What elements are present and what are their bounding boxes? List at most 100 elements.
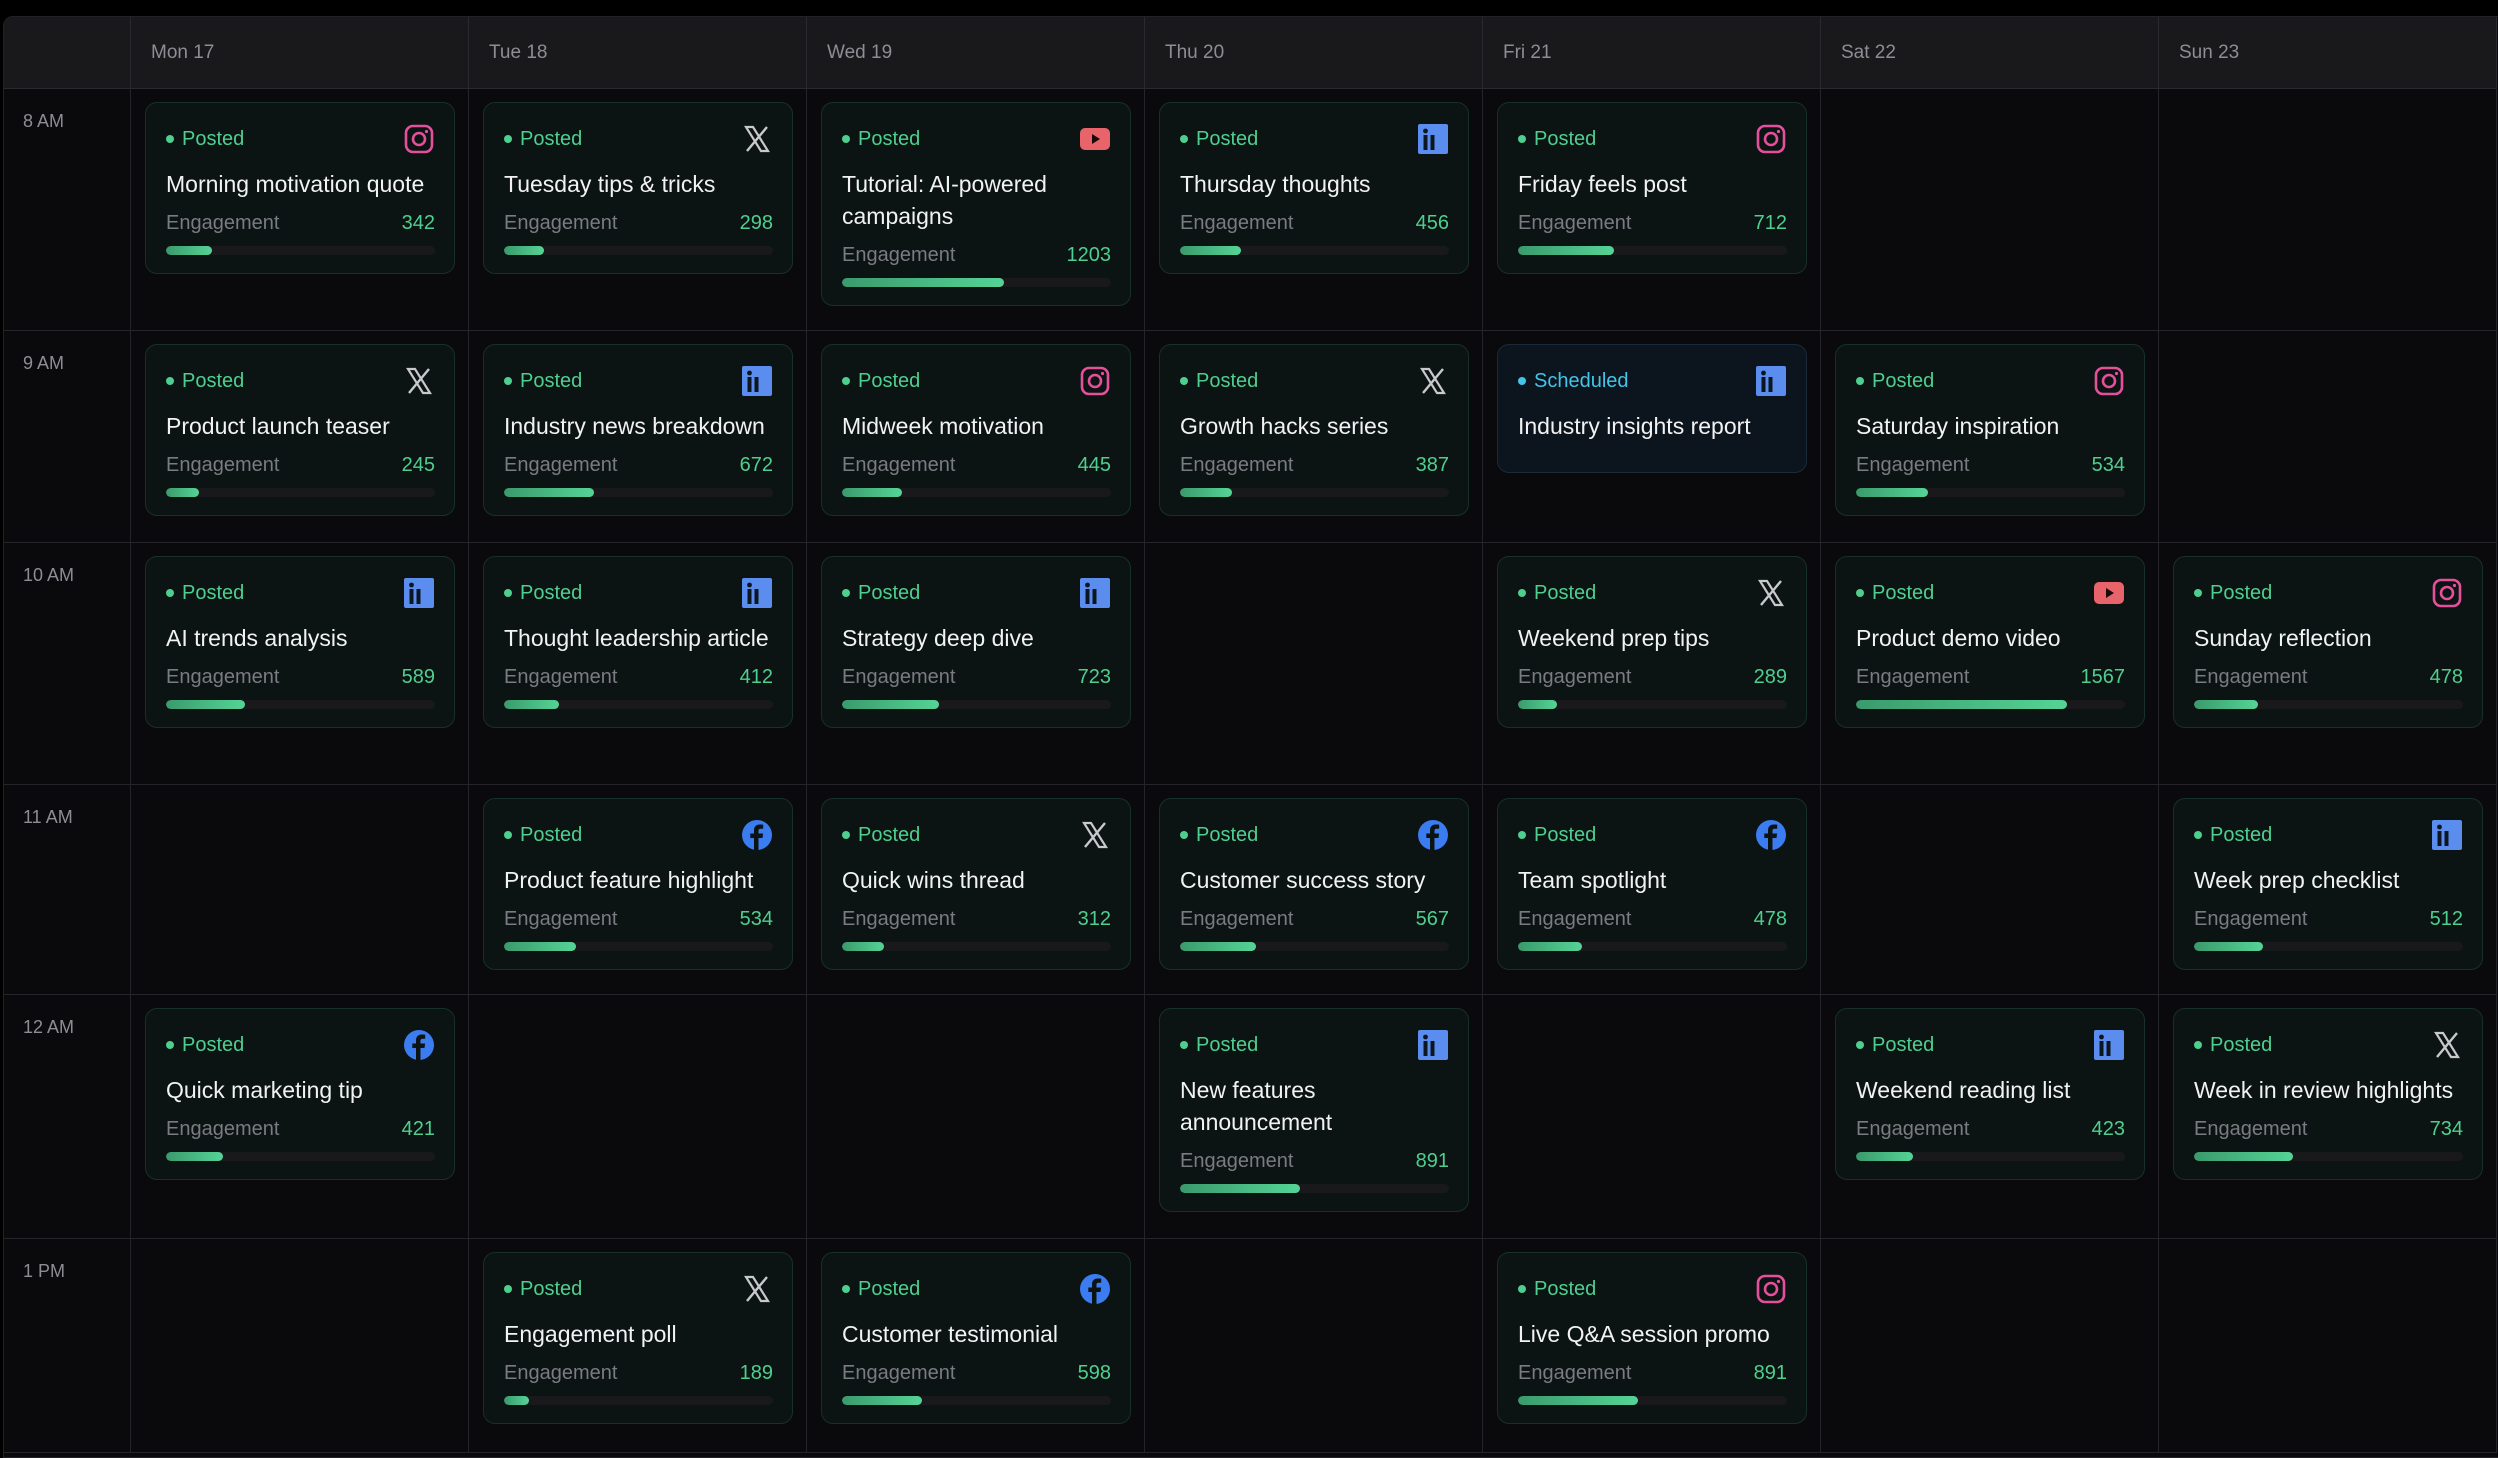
- engagement-bar-fill: [1180, 488, 1233, 497]
- calendar-slot[interactable]: [2159, 89, 2497, 331]
- post-card[interactable]: Posted Product demo video Engagement 1567: [1835, 556, 2145, 728]
- calendar-slot[interactable]: [469, 995, 807, 1239]
- post-card[interactable]: Posted Growth hacks series Engagement 387: [1159, 344, 1469, 516]
- post-card[interactable]: Posted Sunday reflection Engagement 478: [2173, 556, 2483, 728]
- engagement-label: Engagement: [1856, 1118, 1970, 1140]
- post-card-header: Posted: [1180, 819, 1449, 851]
- calendar-slot[interactable]: [1821, 89, 2159, 331]
- post-card[interactable]: Scheduled Industry insights report: [1497, 344, 1807, 473]
- post-card[interactable]: Posted Saturday inspiration Engagement 534: [1835, 344, 2145, 516]
- calendar-slot[interactable]: Posted Tutorial: AI-powered campaigns Enga…: [807, 89, 1145, 331]
- calendar-slot[interactable]: Posted New features announcement Engagemen…: [1145, 995, 1483, 1239]
- post-card[interactable]: Posted Midweek motivation Engagement 445: [821, 344, 1131, 516]
- calendar-slot[interactable]: Posted Week prep checklist Engagement 512: [2159, 785, 2497, 995]
- calendar-slot[interactable]: Posted Live Q&A session promo Engagement 89…: [1483, 1239, 1821, 1453]
- calendar-slot[interactable]: Posted Customer testimonial Engagement 598: [807, 1239, 1145, 1453]
- calendar-slot[interactable]: Posted Weekend reading list Engagement 423: [1821, 995, 2159, 1239]
- engagement-bar: [842, 1396, 1111, 1405]
- engagement-label: Engagement: [166, 1118, 280, 1140]
- calendar-slot[interactable]: Posted Team spotlight Engagement 478: [1483, 785, 1821, 995]
- post-card[interactable]: Posted Morning motivation quote Engagement…: [145, 102, 455, 274]
- calendar-slot[interactable]: Posted Morning motivation quote Engagement…: [131, 89, 469, 331]
- calendar-slot[interactable]: Posted Friday feels post Engagement 712: [1483, 89, 1821, 331]
- calendar-slot[interactable]: Posted Industry news breakdown Engagement 6…: [469, 331, 807, 543]
- calendar-slot[interactable]: Posted Engagement poll Engagement 189: [469, 1239, 807, 1453]
- calendar-slot[interactable]: Posted Growth hacks series Engagement 387: [1145, 331, 1483, 543]
- post-card[interactable]: Posted Thought leadership article Engageme…: [483, 556, 793, 728]
- post-card-header: Posted: [1518, 1273, 1787, 1305]
- post-card[interactable]: Posted Engagement poll Engagement 189: [483, 1252, 793, 1424]
- post-card[interactable]: Posted Tuesday tips & tricks Engagement 298: [483, 102, 793, 274]
- calendar-slot[interactable]: Posted Saturday inspiration Engagement 534: [1821, 331, 2159, 543]
- calendar-slot[interactable]: Posted AI trends analysis Engagement 589: [131, 543, 469, 785]
- status-badge: Posted: [504, 370, 582, 393]
- post-card[interactable]: Posted Friday feels post Engagement 712: [1497, 102, 1807, 274]
- post-card[interactable]: Posted Strategy deep dive Engagement 723: [821, 556, 1131, 728]
- calendar-slot[interactable]: Posted Thursday thoughts Engagement 456: [1145, 89, 1483, 331]
- x-icon: [741, 1273, 773, 1305]
- status-label: Posted: [858, 369, 921, 392]
- status-dot: [166, 589, 174, 597]
- engagement-label: Engagement: [842, 908, 956, 930]
- post-title: Midweek motivation: [842, 413, 1044, 439]
- post-card[interactable]: Posted Week prep checklist Engagement 512: [2173, 798, 2483, 970]
- calendar-slot[interactable]: Posted Midweek motivation Engagement 445: [807, 331, 1145, 543]
- engagement-bar: [1518, 1396, 1787, 1405]
- post-card[interactable]: Posted Live Q&A session promo Engagement 89…: [1497, 1252, 1807, 1424]
- status-dot: [504, 1285, 512, 1293]
- calendar-slot[interactable]: Posted Week in review highlights Engagemen…: [2159, 995, 2497, 1239]
- calendar-slot[interactable]: [1821, 1239, 2159, 1453]
- post-card[interactable]: Posted Week in review highlights Engagemen…: [2173, 1008, 2483, 1180]
- calendar-slot[interactable]: Posted Sunday reflection Engagement 478: [2159, 543, 2497, 785]
- calendar-slot[interactable]: Posted Product feature highlight Engagemen…: [469, 785, 807, 995]
- calendar-slot[interactable]: Scheduled Industry insights report: [1483, 331, 1821, 543]
- engagement-value: 734: [2429, 1118, 2463, 1140]
- calendar-slot[interactable]: Posted Quick wins thread Engagement 312: [807, 785, 1145, 995]
- engagement-bar: [504, 488, 773, 497]
- engagement-bar-fill: [1518, 942, 1583, 951]
- post-card[interactable]: Posted Customer success story Engagement 56…: [1159, 798, 1469, 970]
- engagement-row: Engagement 567: [1180, 906, 1449, 932]
- x-icon: [1079, 819, 1111, 851]
- facebook-icon: [741, 819, 773, 851]
- calendar-slot[interactable]: [1145, 543, 1483, 785]
- calendar-slot[interactable]: Posted Strategy deep dive Engagement 723: [807, 543, 1145, 785]
- calendar-slot[interactable]: [807, 995, 1145, 1239]
- calendar-slot[interactable]: Posted Tuesday tips & tricks Engagement 298: [469, 89, 807, 331]
- calendar-slot[interactable]: [2159, 331, 2497, 543]
- engagement-value: 189: [739, 1362, 773, 1384]
- status-dot: [2194, 589, 2202, 597]
- post-title: Thought leadership article: [504, 625, 769, 651]
- status-badge: Posted: [1856, 1034, 1934, 1057]
- calendar-slot[interactable]: Posted Product demo video Engagement 1567: [1821, 543, 2159, 785]
- post-card[interactable]: Posted Quick wins thread Engagement 312: [821, 798, 1131, 970]
- calendar-slot[interactable]: [2159, 1239, 2497, 1453]
- post-card[interactable]: Posted Team spotlight Engagement 478: [1497, 798, 1807, 970]
- post-card[interactable]: Posted Industry news breakdown Engagement 6…: [483, 344, 793, 516]
- post-card[interactable]: Posted Tutorial: AI-powered campaigns Enga…: [821, 102, 1131, 306]
- calendar-slot[interactable]: Posted Weekend prep tips Engagement 289: [1483, 543, 1821, 785]
- post-card[interactable]: Posted New features announcement Engagemen…: [1159, 1008, 1469, 1212]
- calendar-slot[interactable]: [1821, 785, 2159, 995]
- post-card[interactable]: Posted Weekend prep tips Engagement 289: [1497, 556, 1807, 728]
- calendar-slot[interactable]: [131, 1239, 469, 1453]
- calendar-slot[interactable]: Posted Product launch teaser Engagement 245: [131, 331, 469, 543]
- post-card-header: Posted: [166, 365, 435, 397]
- engagement-row: Engagement 598: [842, 1360, 1111, 1386]
- status-dot: [2194, 1041, 2202, 1049]
- post-card[interactable]: Posted Product feature highlight Engagemen…: [483, 798, 793, 970]
- status-dot: [166, 1041, 174, 1049]
- engagement-value: 298: [739, 212, 773, 234]
- calendar-slot[interactable]: Posted Thought leadership article Engageme…: [469, 543, 807, 785]
- calendar-slot[interactable]: Posted Customer success story Engagement 56…: [1145, 785, 1483, 995]
- post-card[interactable]: Posted Quick marketing tip Engagement 421: [145, 1008, 455, 1180]
- post-card[interactable]: Posted Customer testimonial Engagement 598: [821, 1252, 1131, 1424]
- calendar-slot[interactable]: [131, 785, 469, 995]
- post-card[interactable]: Posted Weekend reading list Engagement 423: [1835, 1008, 2145, 1180]
- calendar-slot[interactable]: [1483, 995, 1821, 1239]
- calendar-slot[interactable]: Posted Quick marketing tip Engagement 421: [131, 995, 469, 1239]
- post-card[interactable]: Posted Thursday thoughts Engagement 456: [1159, 102, 1469, 274]
- post-card[interactable]: Posted AI trends analysis Engagement 589: [145, 556, 455, 728]
- post-card[interactable]: Posted Product launch teaser Engagement 245: [145, 344, 455, 516]
- calendar-slot[interactable]: [1145, 1239, 1483, 1453]
